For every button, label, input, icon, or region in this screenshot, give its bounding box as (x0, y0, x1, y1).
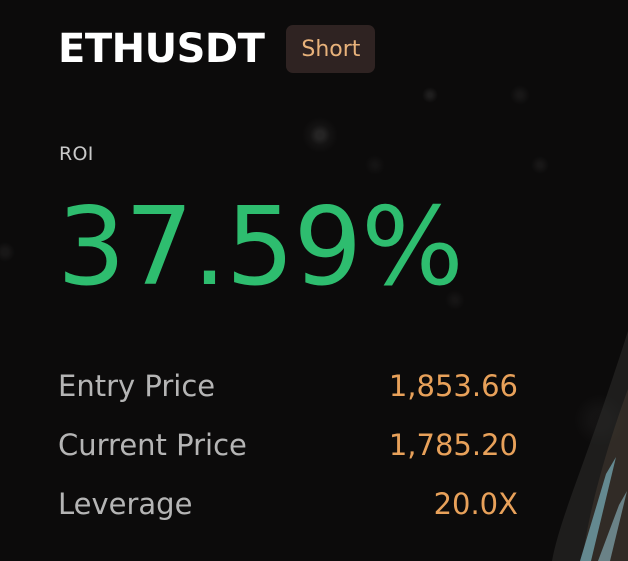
leverage-label: Leverage (58, 486, 193, 521)
entry-price-row: Entry Price 1,853.66 (58, 356, 518, 415)
current-price-value: 1,785.20 (388, 427, 518, 462)
roi-value: 37.59% (57, 185, 464, 310)
leverage-value: 20.0X (433, 486, 518, 521)
position-side-badge: Short (286, 25, 376, 73)
roi-label: ROI (59, 143, 94, 165)
position-stats: Entry Price 1,853.66 Current Price 1,785… (58, 356, 518, 533)
entry-price-label: Entry Price (58, 368, 216, 403)
leverage-row: Leverage 20.0X (58, 474, 518, 533)
current-price-row: Current Price 1,785.20 (58, 415, 518, 474)
entry-price-value: 1,853.66 (388, 368, 518, 403)
trading-pair-title: ETHUSDT (58, 26, 265, 72)
current-price-label: Current Price (58, 427, 247, 462)
position-header: ETHUSDT Short (58, 24, 376, 74)
